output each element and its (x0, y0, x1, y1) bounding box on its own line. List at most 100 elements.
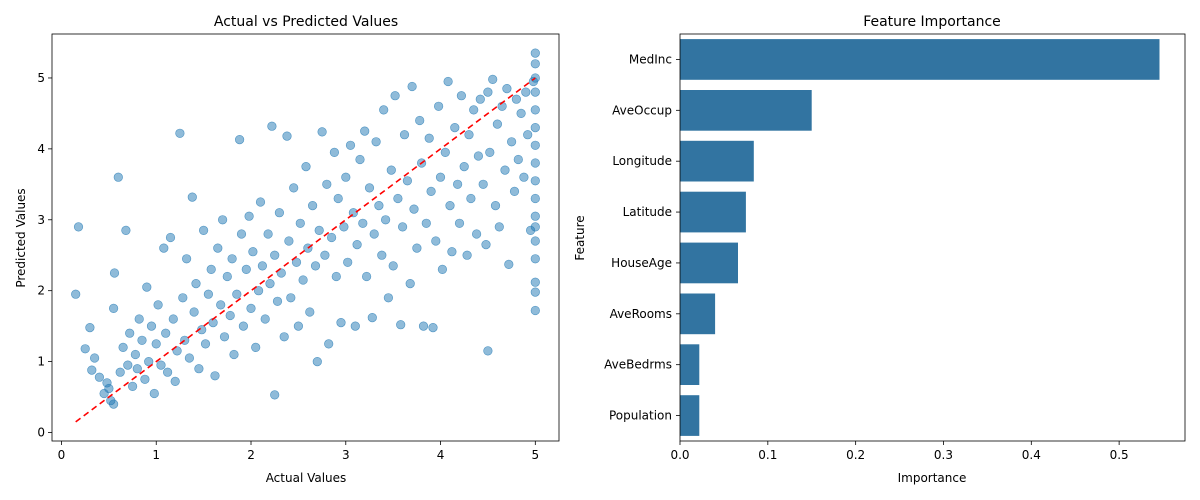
scatter-point (530, 222, 540, 232)
scatter-point (189, 307, 199, 317)
scatter-point (246, 303, 256, 314)
scatter-point (104, 383, 114, 394)
scatter-point (218, 215, 228, 225)
scatter-point (485, 147, 495, 157)
scatter-point (89, 353, 100, 363)
scatter-point (144, 357, 154, 367)
scatter-x-tick-label: 5 (531, 448, 539, 462)
scatter-point (225, 310, 235, 321)
scatter-point (488, 74, 498, 84)
scatter-point (257, 261, 268, 271)
scatter-point (163, 367, 173, 377)
scatter-point (263, 229, 273, 239)
scatter-point (132, 364, 142, 374)
scatter-chart: Actual vs Predicted Values 0 1 2 3 4 5 0 1 2 3 4 5… (14, 14, 560, 485)
bar-category-label: MedInc (629, 52, 672, 66)
bar-x-tick-label: 0.2 (846, 448, 865, 462)
scatter-point (149, 388, 159, 399)
scatter-point (412, 243, 422, 253)
scatter-point (87, 365, 97, 375)
scatter-point (459, 162, 469, 172)
scatter-point (73, 222, 84, 232)
bar-x-tick-label: 0.1 (758, 448, 777, 462)
scatter-point (398, 222, 408, 232)
scatter-point (443, 76, 453, 87)
scatter-point (279, 332, 289, 342)
scatter-point (379, 105, 389, 115)
scatter-point (426, 186, 436, 196)
scatter-point (371, 137, 381, 147)
scatter-point (267, 121, 277, 131)
scatter-point (187, 192, 197, 202)
scatter-point (530, 59, 540, 69)
scatter-point (393, 193, 403, 204)
scatter-y-tick-label: 3 (37, 213, 45, 227)
scatter-point (483, 346, 493, 356)
scatter-point (530, 287, 540, 297)
scatter-point (350, 321, 360, 331)
bar-plot-frame (679, 33, 1186, 442)
scatter-point (146, 321, 157, 331)
scatter-point (232, 289, 242, 299)
scatter-point (530, 193, 540, 204)
scatter-point (260, 314, 270, 324)
scatter-point (272, 296, 283, 306)
scatter-point (128, 381, 138, 392)
scatter-point (530, 140, 540, 150)
scatter-plot-frame (51, 33, 560, 442)
scatter-point (203, 289, 213, 299)
scatter-point (345, 140, 356, 150)
scatter-point (270, 250, 280, 260)
scatter-point (513, 154, 523, 165)
scatter-point (324, 339, 334, 349)
scatter-point (434, 101, 444, 111)
bar-x-tick-label: 0.5 (1110, 448, 1129, 462)
scatter-point (336, 318, 346, 328)
scatter-point (530, 211, 540, 221)
scatter-point (254, 286, 264, 296)
scatter-point (478, 179, 488, 189)
scatter-point (108, 399, 119, 409)
scatter-point (159, 243, 169, 253)
scatter-point (310, 261, 321, 271)
scatter-point (530, 105, 540, 115)
scatter-point (407, 81, 417, 92)
scatter-x-tick-label: 3 (342, 448, 350, 462)
bar-category-label: AveRooms (610, 307, 672, 321)
scatter-point (473, 151, 484, 161)
scatter-point (115, 367, 125, 377)
scatter-point (244, 211, 254, 221)
scatter-point (94, 372, 104, 382)
scatter-point (308, 201, 318, 211)
scatter-point (424, 133, 434, 143)
scatter-point (516, 108, 526, 118)
scatter-point (312, 357, 322, 367)
scatter-y-tick-label: 0 (37, 425, 45, 439)
bar-x-tick-label: 0.4 (1022, 448, 1041, 462)
scatter-point (504, 259, 514, 270)
scatter-point (109, 268, 120, 278)
scatter-point (399, 130, 410, 140)
scatter-point (494, 222, 504, 232)
scatter-point (200, 339, 211, 349)
scatter-point (175, 128, 185, 138)
scatter-point (490, 201, 501, 211)
scatter-point (339, 222, 349, 232)
scatter-point (255, 197, 266, 207)
bar-category-label: Population (609, 409, 672, 423)
bar-chart-title: Feature Importance (863, 14, 1001, 30)
scatter-point (360, 126, 370, 136)
scatter-y-tick-label: 4 (37, 142, 45, 156)
scatter-point (293, 321, 304, 331)
scatter-point (113, 172, 123, 182)
scatter-point (341, 172, 351, 182)
scatter-point (118, 342, 128, 353)
scatter-x-axis-label: Actual Values (266, 471, 347, 485)
bar-category-label: Longitude (612, 154, 672, 168)
scatter-point (530, 254, 540, 264)
scatter-point (367, 313, 377, 323)
scatter-point (227, 254, 237, 264)
bar-y-axis-label: Feature (573, 215, 587, 260)
scatter-point (251, 342, 261, 353)
scatter-point (450, 122, 460, 133)
